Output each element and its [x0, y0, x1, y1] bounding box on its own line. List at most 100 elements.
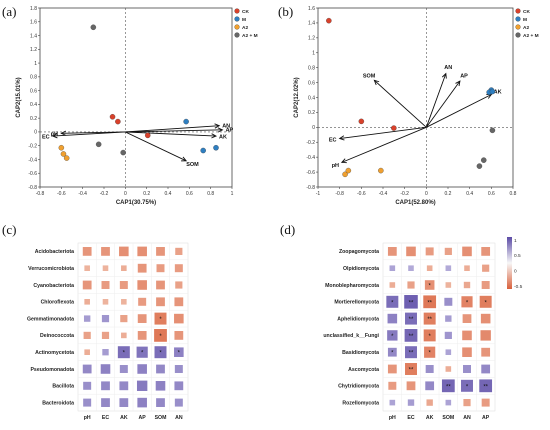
y-tick-label: 1.4 — [30, 33, 37, 39]
x-tick-label: 0.2 — [445, 191, 452, 197]
heatmap-cell — [119, 365, 128, 373]
x-tick-label: -0.2 — [100, 191, 109, 197]
sample-point — [183, 118, 189, 125]
heatmap-cell — [463, 281, 471, 289]
heatmap-cell — [405, 363, 417, 375]
heatmap-cell — [137, 246, 147, 257]
y-tick-label: -0.6 — [306, 170, 315, 176]
heatmap-cell — [119, 398, 129, 407]
heatmap-cell — [154, 346, 167, 359]
sample-point — [378, 167, 384, 174]
heatmap-cell — [444, 297, 453, 306]
heatmap-cell — [83, 315, 91, 322]
heatmap-cell — [426, 399, 433, 406]
heatmap-cell — [174, 365, 183, 373]
column-label: AK — [426, 415, 434, 421]
heatmap-cell — [137, 280, 147, 290]
vector-arrow — [339, 126, 427, 139]
y-tick-label: -0.4 — [28, 157, 37, 163]
legend-label: A2 — [523, 25, 529, 31]
y-tick-label: 0.4 — [308, 95, 315, 101]
sample-point — [358, 118, 365, 125]
row-label: Gemmatimonadota — [27, 316, 74, 322]
vector-label: AN — [222, 123, 230, 129]
x-tick-label: 0.2 — [143, 191, 150, 197]
y-tick-label: 0.2 — [308, 110, 315, 116]
heatmap-cell — [174, 398, 183, 407]
column-label: AN — [463, 415, 471, 421]
panel-label-d: (d) — [280, 222, 296, 237]
heatmap-cell — [404, 295, 418, 309]
y-tick-label: 1.6 — [30, 20, 37, 26]
heatmap-cell — [119, 381, 129, 391]
heatmap-cell — [156, 247, 165, 256]
legend-label: A2 + M — [242, 33, 258, 39]
significance-mark: * — [466, 384, 469, 390]
column-label: AP — [139, 415, 147, 421]
column-label: AK — [120, 415, 128, 421]
sample-point — [115, 118, 121, 125]
y-tick-label: 1.6 — [308, 6, 315, 12]
vector-label: AP — [460, 73, 468, 79]
x-tick-label: 0 — [124, 191, 127, 197]
vector-label: AK — [219, 134, 227, 140]
vector-arrowhead — [181, 156, 188, 162]
y-tick-label: 1 — [312, 51, 315, 57]
y-tick-label: 0.6 — [30, 88, 37, 94]
heatmap-cell — [445, 315, 452, 322]
heatmap-cell — [154, 329, 167, 342]
sample-point — [489, 88, 496, 95]
x-tick-label: 0.4 — [466, 191, 473, 197]
heatmap-cell — [479, 295, 492, 308]
heatmap-cell — [426, 265, 433, 271]
heatmap-chart-d: Zoopagomycota Olpidiomycota Monoblepharomy… — [323, 237, 523, 421]
heatmap-cell — [174, 264, 183, 273]
sample-point — [326, 17, 332, 24]
sample-point — [489, 127, 496, 134]
vector-arrow — [125, 129, 223, 133]
row-label: Acidobacteriota — [35, 249, 74, 255]
row-label: Bacteroidota — [42, 400, 74, 406]
y-tick-label: 0.8 — [30, 75, 37, 81]
ordination-chart-b: -1 -0.8 -0.6 -0.4 -0.2 0 0.2 0.4 0.6 0.8-0.8-0.6-… — [294, 6, 539, 206]
vector-arrowhead — [217, 127, 224, 133]
significance-mark: * — [466, 300, 469, 306]
y-tick-label: 1 — [34, 61, 37, 67]
heatmap-cell — [83, 398, 92, 407]
row-label: Rozellomycota — [342, 400, 379, 406]
heatmap-cell — [175, 281, 183, 289]
heatmap-cell — [84, 265, 90, 271]
heatmap-cell — [462, 330, 472, 341]
panel-label-c: (c) — [2, 222, 17, 237]
heatmap-cell — [461, 379, 473, 392]
legend-marker — [515, 32, 521, 38]
heatmap-cell — [445, 366, 452, 372]
heatmap-cell — [463, 399, 471, 407]
y-tick-label: -0.6 — [28, 171, 37, 177]
sample-point — [58, 145, 65, 151]
legend-marker — [234, 24, 240, 30]
significance-mark: * — [159, 351, 162, 357]
vector-arrowhead — [455, 80, 461, 87]
heatmap-cell — [117, 346, 130, 359]
heatmap-cell — [137, 331, 147, 340]
heatmap-cell — [463, 365, 471, 373]
heatmap-cell — [481, 364, 491, 374]
y-tick-label: 0.4 — [30, 102, 37, 108]
heatmap-cell — [102, 299, 109, 305]
row-label: Ascomycota — [348, 367, 379, 373]
y-tick-label: 1.2 — [30, 47, 37, 53]
vector-arrowhead — [214, 123, 221, 129]
significance-mark: ** — [409, 334, 414, 340]
heatmap-cell — [389, 282, 396, 288]
vector-arrowhead — [338, 135, 345, 141]
heatmap-cell — [462, 246, 472, 257]
heatmap-cell — [423, 329, 436, 342]
vector-label: EC — [329, 137, 337, 143]
heatmap-cell — [101, 398, 110, 407]
heatmap-cell — [405, 312, 417, 325]
heatmap-cell — [423, 295, 437, 309]
row-label: Monoblepharomycota — [325, 283, 379, 289]
x-axis-label: CAP1(52.80%) — [395, 200, 435, 206]
y-axis-label: CAP2(12.02%) — [294, 77, 300, 117]
